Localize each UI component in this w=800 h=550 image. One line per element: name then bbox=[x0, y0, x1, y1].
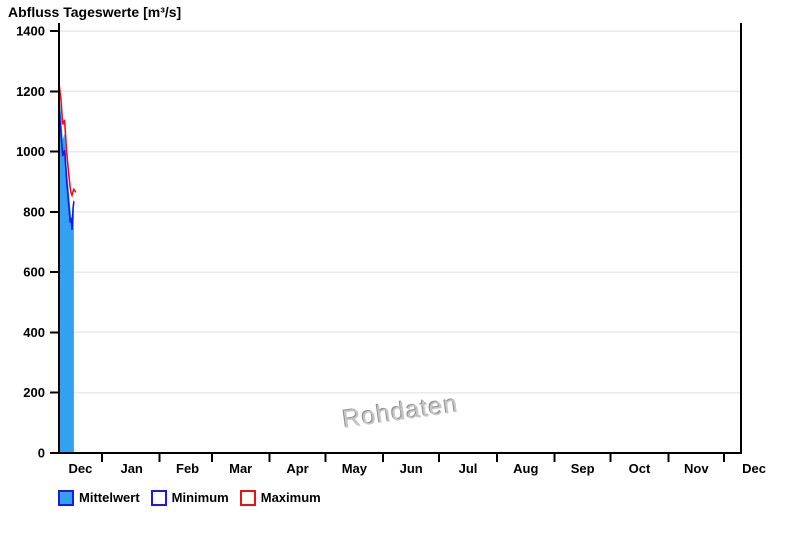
series-minimum-line bbox=[58, 106, 75, 230]
y-gridlines bbox=[59, 30, 741, 394]
y-tick-label: 200 bbox=[23, 385, 45, 400]
mittelwert-swatch-icon bbox=[58, 489, 74, 506]
x-month-label: Sep bbox=[571, 461, 595, 476]
y-tick-label: 600 bbox=[23, 265, 45, 280]
legend-label-maximum: Maximum bbox=[260, 490, 321, 505]
legend-item-minimum: Minimum bbox=[150, 489, 229, 506]
x-month-label: Feb bbox=[176, 461, 199, 476]
y-axis-ticks bbox=[50, 30, 59, 454]
x-month-label: Jul bbox=[459, 461, 478, 476]
legend-label-minimum: Minimum bbox=[171, 490, 229, 505]
y-tick-label: 800 bbox=[23, 204, 45, 219]
legend-item-mittelwert: Mittelwert bbox=[58, 489, 140, 506]
legend-label-mittelwert: Mittelwert bbox=[79, 490, 140, 505]
legend: Mittelwert Minimum Maximum bbox=[58, 489, 321, 506]
x-month-label: Dec bbox=[742, 461, 766, 476]
y-tick-label: 400 bbox=[23, 325, 45, 340]
y-tick-label: 1400 bbox=[16, 24, 45, 39]
series-mittelwert-area bbox=[59, 92, 74, 454]
x-month-label: Jun bbox=[400, 461, 423, 476]
x-month-label: Oct bbox=[629, 461, 651, 476]
x-month-label: May bbox=[342, 461, 368, 476]
y-tick-label: 1000 bbox=[16, 144, 45, 159]
x-month-label: Apr bbox=[286, 461, 308, 476]
series-maximum-line bbox=[58, 83, 77, 198]
x-month-label: Dec bbox=[68, 461, 92, 476]
legend-item-maximum: Maximum bbox=[239, 489, 321, 506]
x-month-label: Jan bbox=[120, 461, 142, 476]
maximum-swatch-icon bbox=[239, 489, 256, 506]
y-tick-label: 1200 bbox=[16, 84, 45, 99]
x-month-label: Aug bbox=[513, 461, 538, 476]
x-axis-ticks bbox=[100, 453, 726, 462]
minimum-swatch-icon bbox=[150, 489, 167, 506]
chart-title: Abfluss Tageswerte [m³/s] bbox=[8, 4, 182, 20]
y-tick-labels: 0 200 400 600 800 1000 1200 1400 bbox=[16, 24, 45, 461]
axis-frame bbox=[58, 23, 742, 454]
x-month-labels: Dec Jan Feb Mar Apr May Jun Jul Aug Sep Oct Nov Dec bbox=[68, 461, 765, 476]
x-month-label: Nov bbox=[684, 461, 709, 476]
y-tick-label: 0 bbox=[38, 446, 45, 461]
x-month-label: Mar bbox=[229, 461, 252, 476]
